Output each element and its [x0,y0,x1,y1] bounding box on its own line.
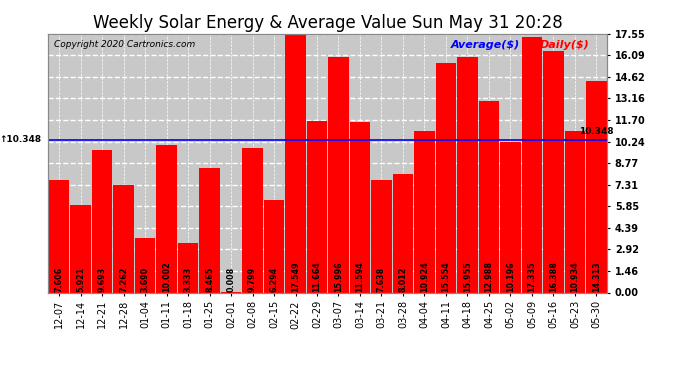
Text: 9.693: 9.693 [97,267,106,292]
Bar [500,142,521,292]
Text: 11.594: 11.594 [355,261,364,292]
Bar [414,132,435,292]
Text: 10.924: 10.924 [420,261,429,292]
Text: 0.008: 0.008 [226,267,235,292]
Bar [199,168,219,292]
Bar [242,148,263,292]
Text: 11.664: 11.664 [313,261,322,292]
Text: 15.554: 15.554 [442,261,451,292]
Bar [307,120,327,292]
Bar [457,57,477,292]
Bar [479,101,499,292]
Bar [264,200,284,292]
Text: Average($): Average($) [451,40,520,50]
Text: 7.262: 7.262 [119,266,128,292]
Bar [371,180,392,292]
Bar [70,205,91,292]
Text: 15.955: 15.955 [463,261,472,292]
Title: Weekly Solar Energy & Average Value Sun May 31 20:28: Weekly Solar Energy & Average Value Sun … [93,14,562,32]
Bar [285,34,306,292]
Text: 15.996: 15.996 [334,261,343,292]
Bar [522,37,542,292]
Bar [178,243,198,292]
Text: 16.388: 16.388 [549,261,558,292]
Text: ↑10.348: ↑10.348 [0,135,41,144]
Text: 3.333: 3.333 [184,267,193,292]
Bar [436,63,456,292]
Text: 7.638: 7.638 [377,267,386,292]
Bar [564,131,585,292]
Text: 3.690: 3.690 [141,267,150,292]
Bar [586,81,607,292]
Text: 8.465: 8.465 [205,267,214,292]
Text: 9.799: 9.799 [248,267,257,292]
Bar [135,238,155,292]
Bar [49,180,69,292]
Text: 10.934: 10.934 [571,261,580,292]
Text: 10.002: 10.002 [162,261,171,292]
Bar [92,150,112,292]
Text: 12.988: 12.988 [484,261,493,292]
Bar [350,122,371,292]
Text: Copyright 2020 Cartronics.com: Copyright 2020 Cartronics.com [54,40,195,49]
Bar [543,51,564,292]
Text: 14.313: 14.313 [592,261,601,292]
Text: Daily($): Daily($) [540,40,590,50]
Bar [113,185,134,292]
Bar [393,174,413,292]
Text: 17.549: 17.549 [291,261,300,292]
Text: 7.606: 7.606 [55,267,63,292]
Text: 17.335: 17.335 [527,261,536,292]
Text: 8.012: 8.012 [399,266,408,292]
Text: 5.921: 5.921 [76,267,85,292]
Bar [328,57,348,292]
Bar [157,145,177,292]
Text: 6.294: 6.294 [270,267,279,292]
Text: 10.196: 10.196 [506,261,515,292]
Text: 10.348: 10.348 [579,126,614,135]
